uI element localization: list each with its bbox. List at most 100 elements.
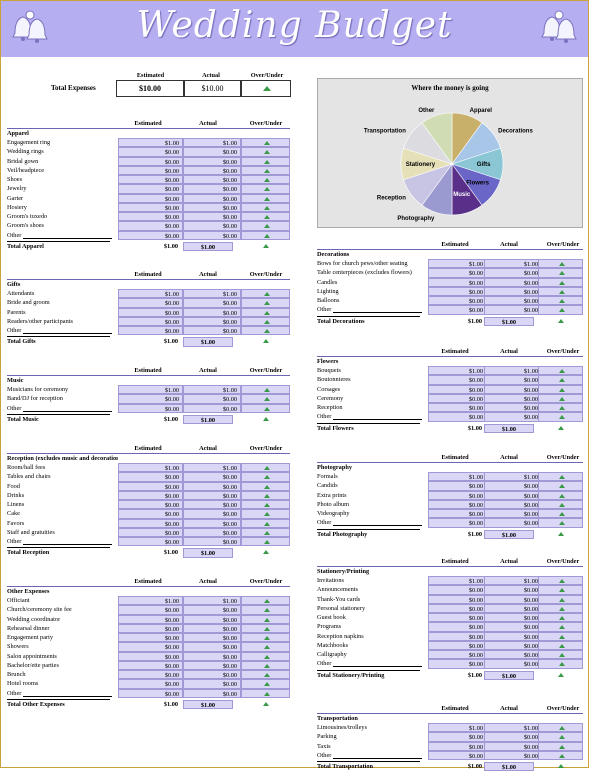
estimated-cell[interactable]: $0.00 xyxy=(118,651,183,661)
estimated-cell[interactable]: $0.00 xyxy=(428,518,487,528)
actual-cell[interactable]: $0.00 xyxy=(183,614,241,624)
estimated-cell[interactable]: $0.00 xyxy=(118,202,183,212)
actual-cell[interactable]: $0.00 xyxy=(183,670,241,680)
estimated-cell[interactable]: $0.00 xyxy=(118,642,183,652)
estimated-cell[interactable]: $0.00 xyxy=(118,481,183,491)
actual-cell[interactable]: $0.00 xyxy=(484,296,542,306)
estimated-cell[interactable]: $0.00 xyxy=(428,594,487,604)
estimated-cell[interactable]: $0.00 xyxy=(428,732,487,742)
estimated-cell[interactable]: $0.00 xyxy=(428,412,487,422)
estimated-cell[interactable]: $0.00 xyxy=(428,393,487,403)
estimated-cell[interactable]: $0.00 xyxy=(428,296,487,306)
estimated-cell[interactable]: $0.00 xyxy=(118,147,183,157)
estimated-cell[interactable]: $0.00 xyxy=(428,499,487,509)
estimated-cell[interactable]: $1.00 xyxy=(118,138,183,148)
actual-cell[interactable]: $1.00 xyxy=(484,472,542,482)
actual-cell[interactable]: $0.00 xyxy=(183,623,241,633)
estimated-cell[interactable]: $0.00 xyxy=(118,221,183,231)
estimated-cell[interactable]: $0.00 xyxy=(118,660,183,670)
estimated-cell[interactable]: $0.00 xyxy=(428,603,487,613)
estimated-cell[interactable]: $0.00 xyxy=(118,633,183,643)
actual-cell[interactable]: $0.00 xyxy=(183,537,241,547)
actual-cell[interactable]: $0.00 xyxy=(183,688,241,698)
estimated-cell[interactable]: $0.00 xyxy=(428,509,487,519)
actual-cell[interactable]: $0.00 xyxy=(183,212,241,222)
estimated-cell[interactable]: $0.00 xyxy=(118,212,183,222)
estimated-cell[interactable]: $1.00 xyxy=(118,463,183,473)
estimated-cell[interactable]: $0.00 xyxy=(428,659,487,669)
actual-cell[interactable]: $0.00 xyxy=(183,500,241,510)
total-expenses-estimated[interactable]: $10.00 xyxy=(116,80,184,97)
estimated-cell[interactable]: $0.00 xyxy=(118,614,183,624)
actual-cell[interactable]: $0.00 xyxy=(484,622,542,632)
actual-cell[interactable]: $0.00 xyxy=(484,732,542,742)
estimated-cell[interactable]: $0.00 xyxy=(428,481,487,491)
actual-cell[interactable]: $0.00 xyxy=(183,660,241,670)
actual-cell[interactable]: $0.00 xyxy=(183,316,241,326)
actual-cell[interactable]: $0.00 xyxy=(484,750,542,760)
actual-cell[interactable]: $0.00 xyxy=(183,472,241,482)
estimated-cell[interactable]: $0.00 xyxy=(118,230,183,240)
actual-cell[interactable]: $0.00 xyxy=(183,307,241,317)
estimated-cell[interactable]: $0.00 xyxy=(118,316,183,326)
actual-cell[interactable]: $0.00 xyxy=(183,642,241,652)
actual-cell[interactable]: $0.00 xyxy=(183,221,241,231)
actual-cell[interactable]: $0.00 xyxy=(484,375,542,385)
actual-cell[interactable]: $0.00 xyxy=(484,277,542,287)
estimated-cell[interactable]: $1.00 xyxy=(118,596,183,606)
estimated-cell[interactable]: $0.00 xyxy=(118,156,183,166)
actual-cell[interactable]: $1.00 xyxy=(183,463,241,473)
actual-cell[interactable]: $0.00 xyxy=(183,651,241,661)
estimated-cell[interactable]: $1.00 xyxy=(428,576,487,586)
actual-cell[interactable]: $0.00 xyxy=(484,741,542,751)
actual-cell[interactable]: $0.00 xyxy=(484,499,542,509)
total-expenses-actual[interactable]: $10.00 xyxy=(184,80,241,97)
actual-cell[interactable]: $0.00 xyxy=(183,156,241,166)
actual-cell[interactable]: $0.00 xyxy=(484,518,542,528)
actual-cell[interactable]: $1.00 xyxy=(183,596,241,606)
estimated-cell[interactable]: $0.00 xyxy=(118,403,183,413)
estimated-cell[interactable]: $0.00 xyxy=(428,741,487,751)
actual-cell[interactable]: $0.00 xyxy=(484,384,542,394)
estimated-cell[interactable]: $0.00 xyxy=(428,622,487,632)
actual-cell[interactable]: $0.00 xyxy=(484,594,542,604)
actual-cell[interactable]: $0.00 xyxy=(484,268,542,278)
actual-cell[interactable]: $1.00 xyxy=(484,723,542,733)
actual-cell[interactable]: $0.00 xyxy=(484,659,542,669)
actual-cell[interactable]: $0.00 xyxy=(484,603,542,613)
estimated-cell[interactable]: $0.00 xyxy=(118,472,183,482)
estimated-cell[interactable]: $1.00 xyxy=(118,385,183,395)
actual-cell[interactable]: $0.00 xyxy=(183,175,241,185)
actual-cell[interactable]: $1.00 xyxy=(183,289,241,299)
actual-cell[interactable]: $0.00 xyxy=(183,605,241,615)
estimated-cell[interactable]: $0.00 xyxy=(118,193,183,203)
estimated-cell[interactable]: $0.00 xyxy=(118,537,183,547)
estimated-cell[interactable]: $0.00 xyxy=(118,527,183,537)
estimated-cell[interactable]: $0.00 xyxy=(428,286,487,296)
actual-cell[interactable]: $1.00 xyxy=(484,259,542,269)
estimated-cell[interactable]: $0.00 xyxy=(428,375,487,385)
estimated-cell[interactable]: $0.00 xyxy=(428,650,487,660)
actual-cell[interactable]: $0.00 xyxy=(183,518,241,528)
estimated-cell[interactable]: $0.00 xyxy=(118,518,183,528)
estimated-cell[interactable]: $0.00 xyxy=(428,631,487,641)
actual-cell[interactable]: $0.00 xyxy=(183,230,241,240)
estimated-cell[interactable]: $1.00 xyxy=(428,259,487,269)
actual-cell[interactable]: $0.00 xyxy=(183,184,241,194)
actual-cell[interactable]: $1.00 xyxy=(183,138,241,148)
actual-cell[interactable]: $1.00 xyxy=(484,576,542,586)
estimated-cell[interactable]: $0.00 xyxy=(118,623,183,633)
estimated-cell[interactable]: $0.00 xyxy=(428,403,487,413)
actual-cell[interactable]: $0.00 xyxy=(183,527,241,537)
estimated-cell[interactable]: $0.00 xyxy=(118,165,183,175)
estimated-cell[interactable]: $1.00 xyxy=(118,289,183,299)
estimated-cell[interactable]: $0.00 xyxy=(428,384,487,394)
estimated-cell[interactable]: $0.00 xyxy=(428,585,487,595)
estimated-cell[interactable]: $0.00 xyxy=(118,500,183,510)
actual-cell[interactable]: $0.00 xyxy=(484,650,542,660)
actual-cell[interactable]: $0.00 xyxy=(484,305,542,315)
actual-cell[interactable]: $0.00 xyxy=(484,393,542,403)
estimated-cell[interactable]: $0.00 xyxy=(118,670,183,680)
actual-cell[interactable]: $0.00 xyxy=(183,394,241,404)
actual-cell[interactable]: $0.00 xyxy=(183,633,241,643)
